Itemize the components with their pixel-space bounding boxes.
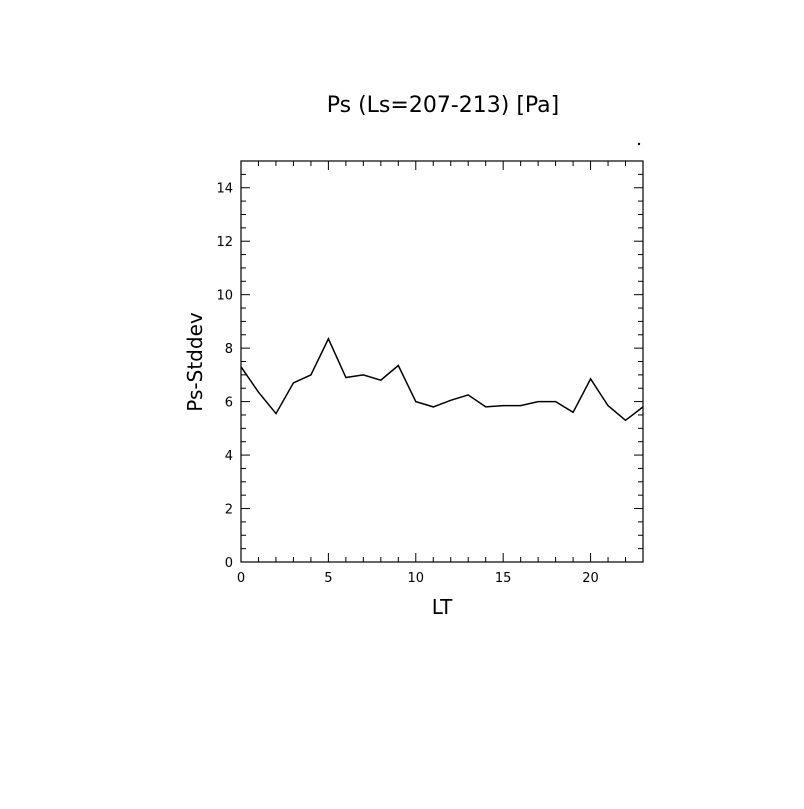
x-tick-label: 20 <box>582 571 599 586</box>
y-axis-ticks: 0 2 4 6 8 10 12 14 <box>216 161 643 571</box>
x-tick-label: 10 <box>408 571 425 586</box>
x-tick-label: 5 <box>324 571 332 586</box>
y-tick-label: 10 <box>216 289 233 304</box>
corner-dot <box>638 143 640 145</box>
x-tick-label: 0 <box>237 571 245 586</box>
series-line <box>241 339 643 421</box>
x-axis-label: LT <box>432 595 453 619</box>
y-tick-label: 2 <box>225 503 233 518</box>
chart-title: Ps (Ls=207-213) [Pa] <box>327 93 560 118</box>
plot-border <box>241 161 643 562</box>
series-layer <box>241 339 643 421</box>
x-axis-ticks: 0 5 10 15 20 <box>237 161 643 586</box>
y-tick-label: 0 <box>225 556 233 571</box>
y-tick-label: 14 <box>216 182 233 197</box>
x-tick-label: 15 <box>495 571 512 586</box>
y-tick-label: 4 <box>225 449 233 464</box>
plot-frame <box>241 161 643 562</box>
y-axis-label: Ps-Stddev <box>183 312 207 412</box>
y-tick-label: 12 <box>216 235 233 250</box>
y-tick-label: 6 <box>225 396 233 411</box>
y-tick-label: 8 <box>225 342 233 357</box>
